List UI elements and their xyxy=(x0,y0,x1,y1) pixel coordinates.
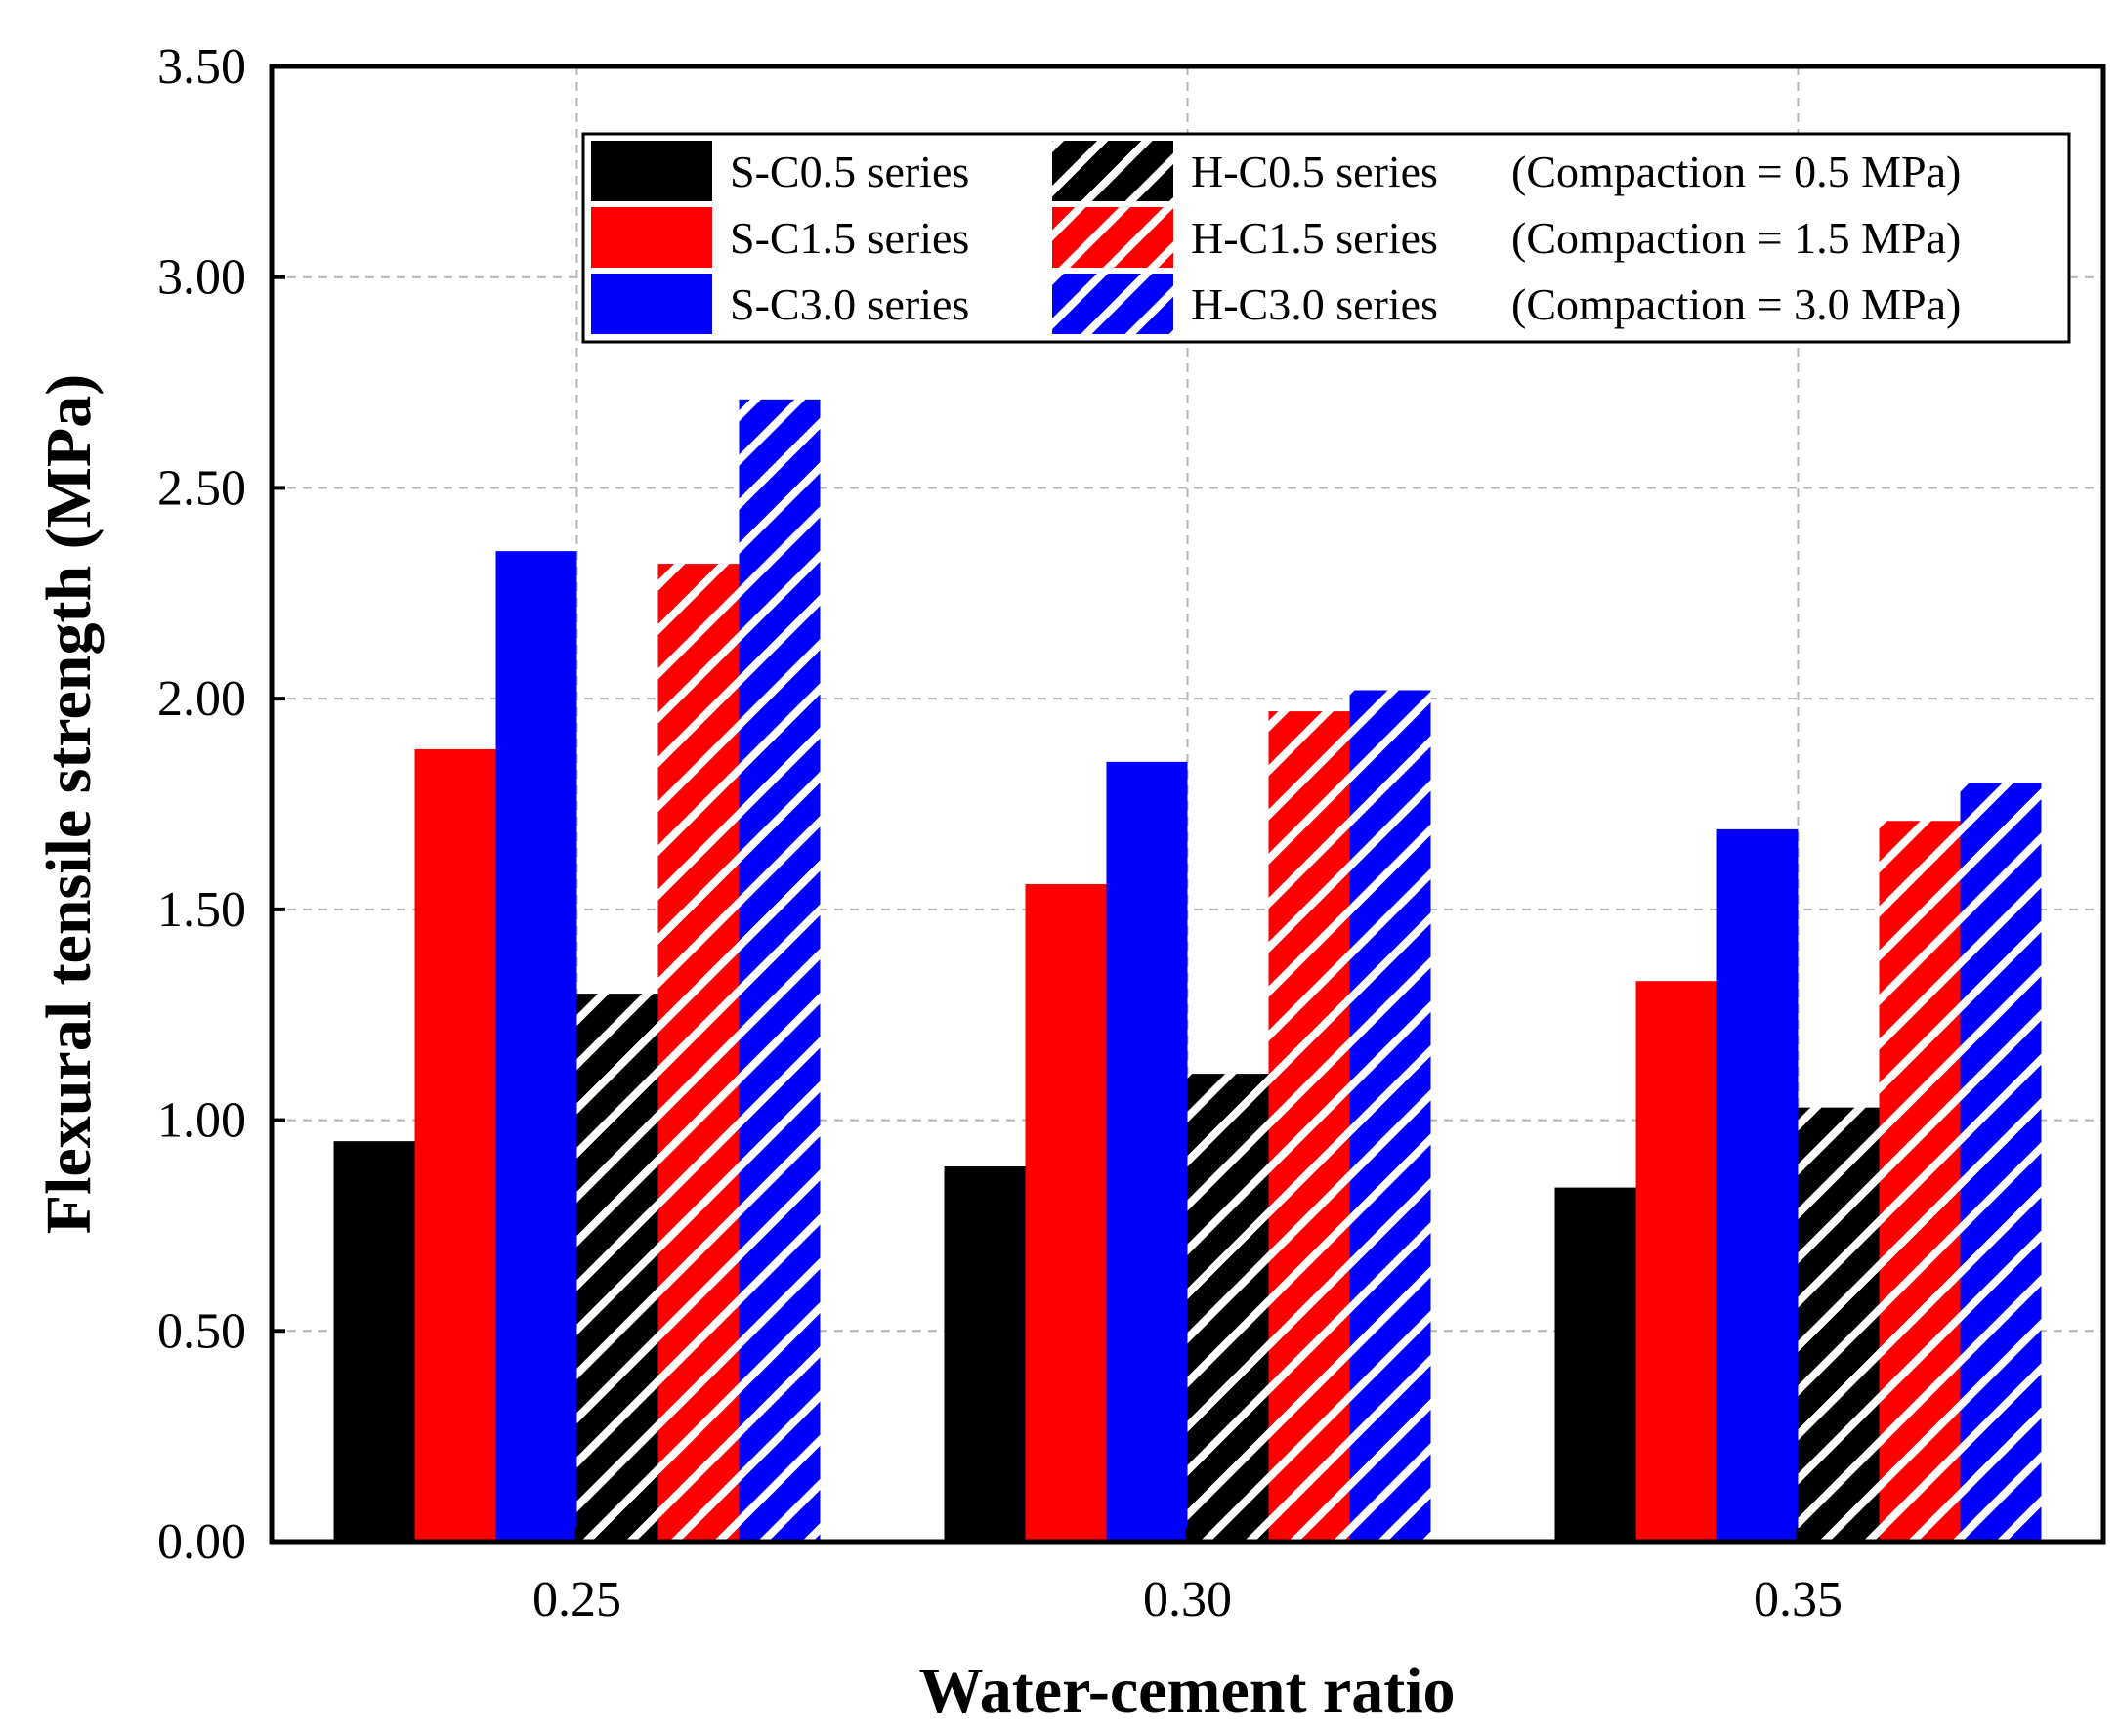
y-tick-label: 2.00 xyxy=(157,671,246,727)
bar-s-c3.0-series-0.35 xyxy=(1716,828,1799,1542)
bars xyxy=(333,399,2042,1542)
legend-label: H-C3.0 series xyxy=(1191,279,1438,329)
x-axis-title: Water-cement ratio xyxy=(918,1655,1455,1726)
y-tick-label: 3.00 xyxy=(157,250,246,306)
bar-h-c1.5-series-0.25 xyxy=(657,564,740,1542)
bar-h-c3.0-series-0.25 xyxy=(739,399,821,1542)
bar-s-c1.5-series-0.25 xyxy=(414,748,496,1542)
y-axis-title: Flexural tensile strength (MPa) xyxy=(33,374,105,1234)
bar-h-c0.5-series-0.25 xyxy=(576,994,658,1542)
legend-swatch-h-c1.5-series xyxy=(1052,207,1173,268)
x-tick-label: 0.35 xyxy=(1754,1572,1843,1628)
legend-label: H-C1.5 series xyxy=(1191,213,1438,263)
y-tick-label: 0.00 xyxy=(157,1514,246,1570)
legend-label: S-C1.5 series xyxy=(730,213,969,263)
bar-h-c0.5-series-0.30 xyxy=(1187,1074,1269,1542)
legend-note: (Compaction = 1.5 MPa) xyxy=(1511,213,1961,263)
y-tick-label: 3.50 xyxy=(157,39,246,95)
y-tick-label: 1.50 xyxy=(157,882,246,938)
bar-s-c3.0-series-0.30 xyxy=(1106,761,1188,1542)
axis-ticks: 0.00 0.50 1.00 1.50 2.00 2.50 3.00 3.50 0.25 0.30… xyxy=(157,39,1843,1628)
bar-s-c3.0-series-0.25 xyxy=(495,551,577,1542)
legend-label: H-C0.5 series xyxy=(1191,147,1438,196)
bar-s-c0.5-series-0.25 xyxy=(333,1141,415,1542)
legend-swatch-s-c0.5-series xyxy=(591,141,712,201)
legend-note: (Compaction = 3.0 MPa) xyxy=(1511,279,1961,329)
legend-swatch-h-c0.5-series xyxy=(1052,141,1173,201)
bar-s-c1.5-series-0.35 xyxy=(1635,981,1717,1542)
x-tick-label: 0.30 xyxy=(1143,1572,1232,1628)
legend-swatch-s-c3.0-series xyxy=(591,274,712,334)
legend-label: S-C0.5 series xyxy=(730,147,969,196)
bar-s-c0.5-series-0.35 xyxy=(1554,1187,1636,1542)
bar-s-c1.5-series-0.30 xyxy=(1025,883,1107,1542)
y-tick-label: 2.50 xyxy=(157,460,246,516)
bar-s-c0.5-series-0.30 xyxy=(944,1166,1026,1542)
bar-h-c0.5-series-0.35 xyxy=(1798,1107,1880,1542)
x-tick-label: 0.25 xyxy=(532,1572,621,1628)
bar-h-c3.0-series-0.35 xyxy=(1960,783,2042,1542)
legend-note: (Compaction = 0.5 MPa) xyxy=(1511,147,1961,196)
bar-h-c1.5-series-0.30 xyxy=(1268,711,1350,1542)
legend-box xyxy=(581,132,2071,344)
legend-label: S-C3.0 series xyxy=(730,279,969,329)
y-tick-label: 0.50 xyxy=(157,1303,246,1359)
bar-h-c3.0-series-0.30 xyxy=(1349,690,1431,1542)
legend: S-C0.5 series H-C0.5 series (Compaction = … xyxy=(581,132,2071,344)
legend-swatch-s-c1.5-series xyxy=(591,207,712,268)
bar-h-c1.5-series-0.35 xyxy=(1879,821,1961,1542)
legend-swatch-h-c3.0-series xyxy=(1052,274,1173,334)
y-tick-label: 1.00 xyxy=(157,1093,246,1149)
